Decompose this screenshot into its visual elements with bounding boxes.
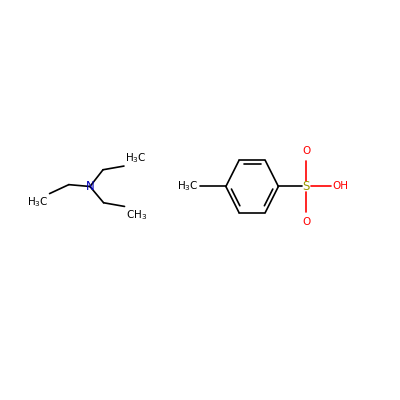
Text: O: O [302, 217, 310, 227]
Text: OH: OH [332, 182, 348, 192]
Text: $\mathregular{H_3C}$: $\mathregular{H_3C}$ [27, 195, 48, 208]
Text: O: O [302, 146, 310, 156]
Text: $\mathregular{H_3C}$: $\mathregular{H_3C}$ [125, 151, 147, 164]
Text: $\mathregular{H_3C}$: $\mathregular{H_3C}$ [177, 180, 198, 193]
Text: $\mathregular{CH_3}$: $\mathregular{CH_3}$ [126, 208, 147, 222]
Text: N: N [86, 180, 94, 193]
Text: S: S [302, 180, 310, 193]
